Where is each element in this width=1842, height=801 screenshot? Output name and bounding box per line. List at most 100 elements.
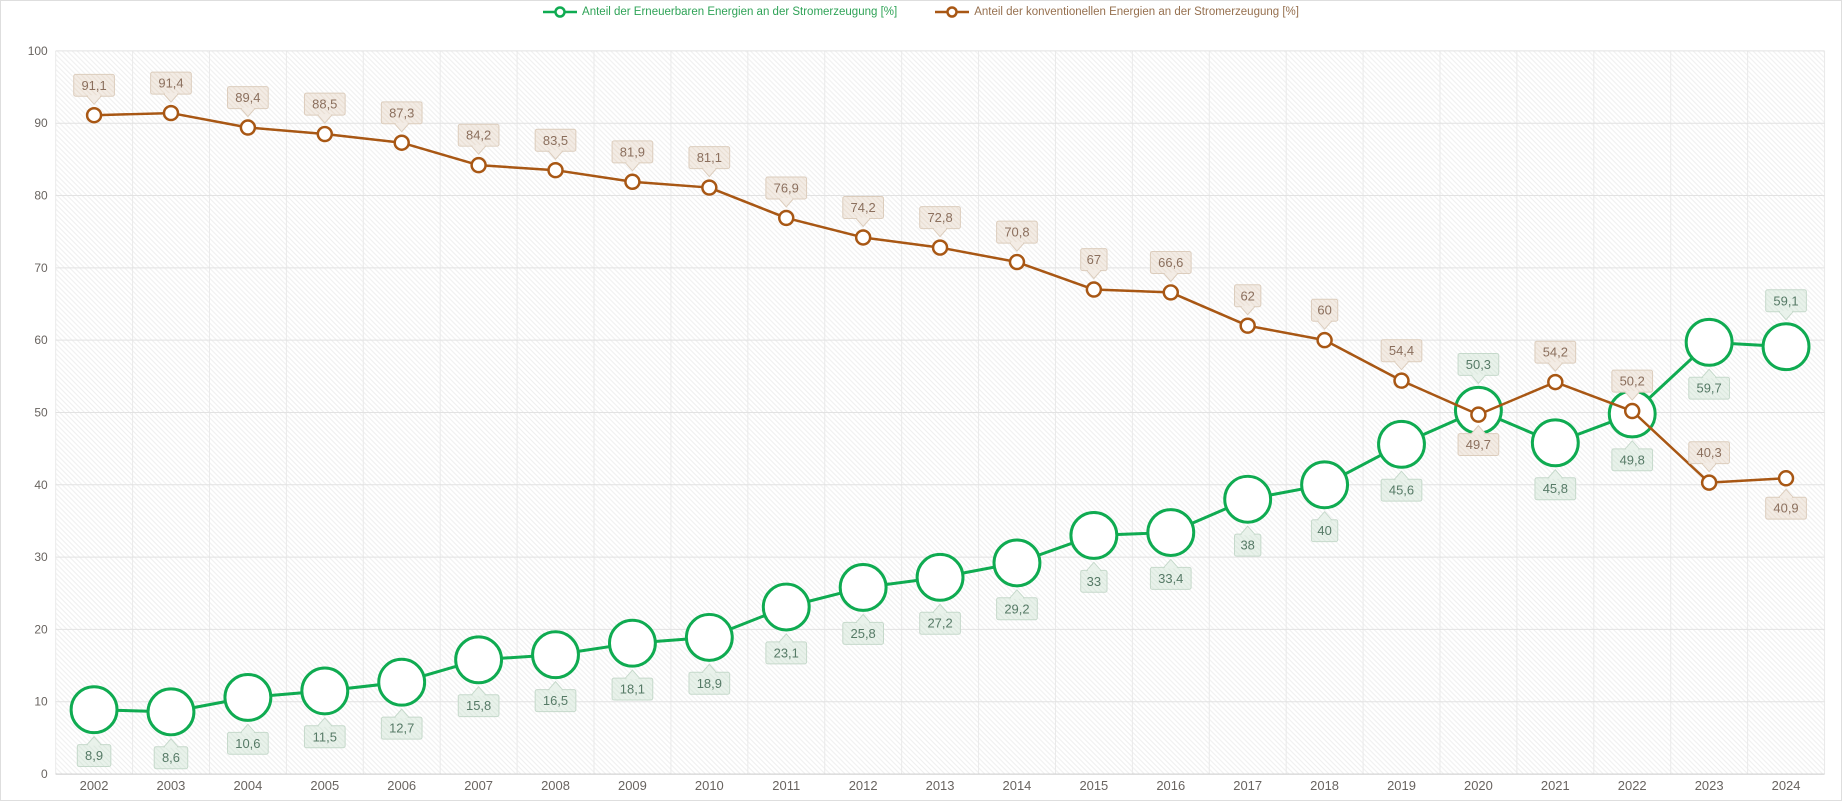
- data-label-value: 66,6: [1158, 255, 1183, 270]
- conventional-point-2002[interactable]: [85, 107, 103, 124]
- conventional-point-2004[interactable]: [239, 119, 257, 136]
- renewable-point-2019[interactable]: [1377, 419, 1426, 469]
- conventional-point-2005[interactable]: [316, 125, 334, 143]
- chart-legend: Anteil der Erneuerbaren Energien an der …: [1, 6, 1841, 18]
- renewable-point-2017[interactable]: [1223, 474, 1273, 524]
- conventional-point-2018[interactable]: [1316, 331, 1333, 349]
- data-label-value: 81,9: [620, 144, 645, 159]
- y-axis-tick-label: 100: [28, 44, 48, 58]
- conventional-point-2024[interactable]: [1777, 470, 1795, 487]
- conventional-point-2008[interactable]: [547, 161, 564, 179]
- x-axis-tick-label: 2005: [310, 778, 339, 793]
- conventional-label-2017: 62: [1234, 284, 1262, 316]
- conventional-label-2018: 60: [1310, 298, 1339, 330]
- x-axis-tick-label: 2003: [157, 778, 186, 793]
- x-axis-tick-label: 2019: [1387, 778, 1416, 793]
- data-label-value: 23,1: [774, 645, 799, 660]
- conventional-point-2016[interactable]: [1162, 284, 1180, 301]
- x-axis-tick-label: 2006: [387, 778, 416, 793]
- conventional-point-2014[interactable]: [1008, 253, 1026, 271]
- renewable-label-2024: 59,1: [1765, 289, 1807, 321]
- conventional-label-2009: 81,9: [611, 140, 654, 172]
- renewable-point-2002[interactable]: [69, 685, 119, 735]
- renewable-point-2003[interactable]: [146, 687, 196, 737]
- renewable-point-2005[interactable]: [300, 666, 350, 716]
- conventional-label-2004: 89,4: [227, 86, 269, 118]
- renewable-label-2021: 45,8: [1534, 469, 1577, 501]
- renewable-label-2017: 38: [1234, 525, 1262, 557]
- renewable-point-2023[interactable]: [1684, 317, 1734, 367]
- conventional-label-2015: 67: [1080, 248, 1108, 280]
- renewable-point-2004[interactable]: [223, 672, 273, 722]
- data-label-value: 89,4: [235, 90, 260, 105]
- renewable-point-2024[interactable]: [1761, 322, 1811, 372]
- renewable-point-2011[interactable]: [761, 582, 811, 632]
- conventional-point-2012[interactable]: [854, 229, 872, 246]
- conventional-label-2010: 81,1: [688, 146, 731, 178]
- renewable-point-2016[interactable]: [1146, 508, 1196, 557]
- conventional-point-2023[interactable]: [1700, 474, 1718, 491]
- data-label-value: 8,9: [85, 748, 103, 763]
- renewable-point-2013[interactable]: [915, 552, 965, 602]
- data-label-value: 88,5: [312, 97, 337, 112]
- renewable-point-2006[interactable]: [377, 657, 427, 707]
- data-label-value: 62: [1240, 288, 1254, 303]
- x-axis-tick-label: 2016: [1156, 778, 1185, 793]
- x-axis-tick-label: 2002: [80, 778, 109, 793]
- data-label-value: 25,8: [851, 626, 876, 641]
- renewable-point-2010[interactable]: [684, 612, 734, 662]
- conventional-point-2010[interactable]: [701, 179, 718, 196]
- x-axis-tick-label: 2014: [1003, 778, 1032, 793]
- conventional-label-2013: 72,8: [919, 206, 961, 238]
- data-label-value: 15,8: [466, 698, 491, 713]
- data-label-value: 83,5: [543, 133, 568, 148]
- renewable-point-2012[interactable]: [838, 563, 888, 612]
- data-label-value: 54,2: [1543, 345, 1568, 360]
- renewable-point-2018[interactable]: [1300, 460, 1350, 510]
- x-axis-tick-label: 2022: [1618, 778, 1647, 793]
- legend-item-conventional[interactable]: Anteil der konventionellen Energien an d…: [935, 6, 1299, 18]
- conventional-point-2020[interactable]: [1470, 406, 1487, 423]
- conventional-point-2019[interactable]: [1393, 372, 1410, 389]
- renewable-point-2009[interactable]: [607, 618, 657, 668]
- renewable-point-2007[interactable]: [454, 635, 504, 685]
- data-label-value: 91,4: [158, 76, 183, 91]
- conventional-point-2015[interactable]: [1085, 281, 1103, 298]
- renewable-point-2008[interactable]: [531, 630, 580, 680]
- conventional-point-2021[interactable]: [1547, 373, 1564, 391]
- data-label-value: 45,8: [1543, 481, 1568, 496]
- renewable-label-2010: 18,9: [688, 663, 731, 695]
- data-label-value: 45,6: [1389, 483, 1414, 498]
- renewable-label-2003: 8,6: [153, 738, 189, 770]
- x-axis-tick-label: 2021: [1541, 778, 1570, 793]
- renewable-point-2015[interactable]: [1069, 510, 1119, 560]
- data-label-value: 38: [1240, 538, 1254, 553]
- conventional-point-2011[interactable]: [778, 209, 795, 227]
- conventional-point-2013[interactable]: [931, 239, 949, 256]
- data-label-value: 87,3: [389, 105, 414, 120]
- conventional-point-2009[interactable]: [624, 173, 641, 191]
- renewable-label-2012: 25,8: [842, 613, 884, 645]
- x-axis-tick-label: 2012: [849, 778, 878, 793]
- conventional-point-2022[interactable]: [1623, 402, 1641, 420]
- x-axis-tick-label: 2004: [233, 778, 262, 793]
- y-axis-tick-label: 0: [41, 767, 48, 781]
- conventional-point-2007[interactable]: [470, 156, 487, 174]
- renewable-label-2004: 10,6: [227, 723, 269, 755]
- conventional-point-2006[interactable]: [393, 134, 410, 151]
- y-axis-tick-label: 70: [34, 261, 48, 275]
- renewable-label-2006: 12,7: [380, 708, 423, 740]
- renewable-point-2014[interactable]: [992, 538, 1042, 588]
- conventional-point-2017[interactable]: [1239, 317, 1256, 334]
- legend-label-renewable: Anteil der Erneuerbaren Energien an der …: [582, 6, 898, 18]
- renewable-point-2021[interactable]: [1530, 418, 1580, 468]
- data-label-value: 33: [1087, 574, 1101, 589]
- conventional-label-2023: 40,3: [1688, 441, 1730, 473]
- legend-item-renewable[interactable]: Anteil der Erneuerbaren Energien an der …: [543, 6, 897, 18]
- data-label-value: 50,2: [1620, 374, 1645, 389]
- conventional-point-2003[interactable]: [162, 104, 180, 122]
- x-axis-tick-label: 2009: [618, 778, 647, 793]
- data-label-value: 59,7: [1697, 381, 1722, 396]
- renewable-label-2022: 49,8: [1611, 440, 1654, 472]
